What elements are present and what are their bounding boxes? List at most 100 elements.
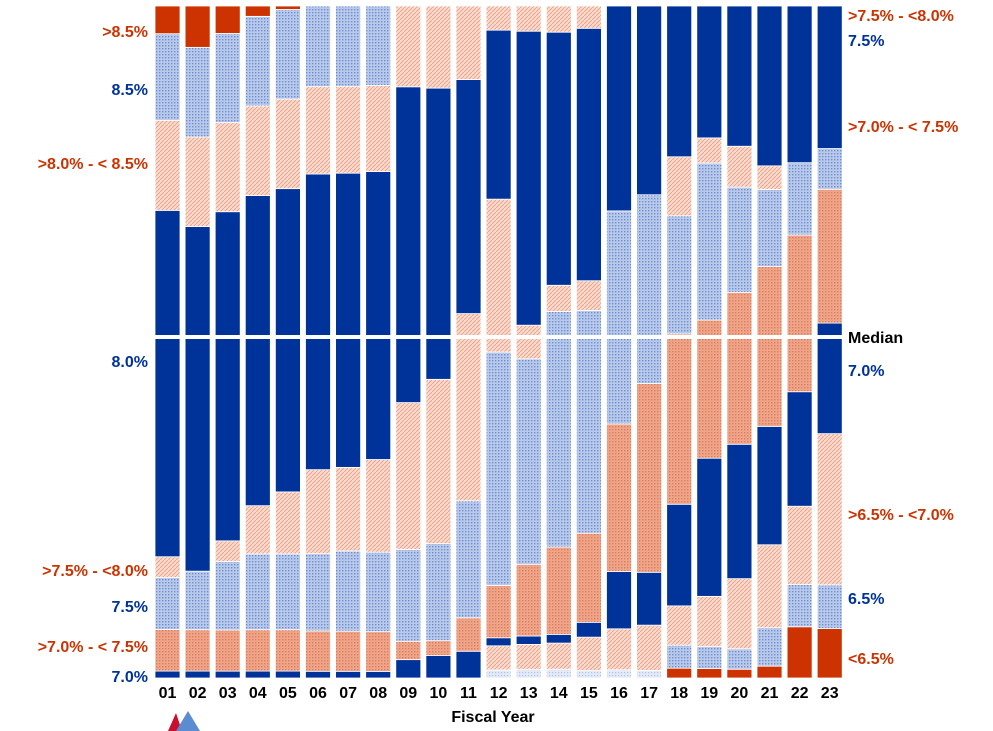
bar-segment-at70-21 [756, 425, 783, 546]
bar-segment-r65-15 [576, 670, 602, 679]
x-tick-10: 10 [430, 685, 448, 702]
bar-segment-r75_80-18 [666, 156, 693, 217]
logo-icon [168, 711, 200, 731]
bar-segment-r80_85-15 [576, 5, 602, 29]
bar-segment-lt65-22 [786, 626, 813, 679]
right-label-lt65: <6.5% [848, 651, 894, 668]
bar-segment-r80_85-04 [244, 105, 271, 196]
bar-segment-at80-14 [545, 31, 572, 286]
bar-segment-r75_80-08 [365, 459, 392, 553]
bar-segment-at70-04 [244, 670, 271, 679]
bar-segment-r65_70-17 [636, 624, 662, 671]
bar-segment-at75-03 [214, 561, 241, 631]
bar-segment-r65_70-19 [696, 595, 723, 647]
bar-segment-r80_85-05 [274, 98, 301, 190]
bar-segment-r70_75-10 [425, 640, 452, 657]
bar-segment-r65_70-16 [606, 628, 632, 671]
bar-segment-at75-18 [666, 215, 693, 335]
bar-segment-at75-07 [335, 550, 362, 632]
left-label-80: 8.0% [112, 354, 148, 371]
bar-segment-r65_70-21 [756, 544, 783, 629]
bar-segment-at80-01 [154, 209, 181, 558]
bar-segment-r65_70-12 [485, 645, 512, 671]
bar-segment-r65-14 [545, 668, 572, 679]
bar-segment-gt85-02 [184, 5, 211, 48]
bar-segment-r70_75-17 [636, 383, 662, 573]
bar-segment-at70-17 [636, 571, 662, 626]
bar-segment-b65-23 [816, 584, 843, 629]
bar-segment-at85-01 [154, 33, 181, 121]
bar-segment-r75_80-04 [244, 505, 271, 555]
bar-segment-lt65-21 [756, 665, 783, 679]
bar-segment-at75-12 [485, 351, 512, 586]
right-label-65-70: >6.5% - <7.0% [848, 507, 954, 524]
bar-segment-at80-11 [455, 79, 482, 314]
bar-segment-r80_85-10 [425, 5, 452, 89]
bar-segment-at80-08 [365, 171, 392, 460]
bar-segment-r65_70-20 [726, 578, 753, 650]
bar-segment-at70-06 [305, 670, 331, 679]
bar-segment-r65_70-22 [786, 505, 813, 585]
left-label-70: 7.0% [112, 669, 148, 686]
bar-segment-at70-09 [395, 659, 422, 679]
bar-segment-at80-20 [726, 5, 753, 147]
bar-segment-at75-02 [184, 570, 211, 631]
bar-segment-r65-17 [636, 670, 662, 679]
bar-segment-r70_75-08 [365, 631, 392, 672]
bar-segment-r75_80-11 [455, 313, 482, 502]
bar-segment-r70_75-02 [184, 629, 211, 672]
bar-segment-r70_75-19 [696, 319, 723, 459]
bar-segment-r80_85-12 [485, 5, 512, 31]
bar-segment-r65_70-15 [576, 636, 602, 671]
bar-segment-at70-08 [365, 670, 392, 679]
x-tick-07: 07 [339, 685, 357, 702]
bar-segment-r65-13 [515, 669, 542, 679]
bar-segment-at70-22 [786, 391, 813, 507]
bar-segment-at75-14 [545, 311, 572, 548]
bar-segment-r75_80-20 [726, 145, 753, 188]
bar-segment-at85-06 [305, 5, 331, 88]
bar-segment-at70-05 [274, 670, 301, 679]
bar-segment-at75-21 [756, 189, 783, 267]
bar-segment-at80-23 [816, 5, 843, 149]
bar-segment-at80-19 [696, 5, 723, 139]
x-tick-18: 18 [670, 685, 688, 702]
bar-segment-r75_80-21 [756, 165, 783, 190]
bar-segment-at70-15 [576, 621, 602, 638]
bar-segment-at70-18 [666, 503, 693, 607]
right-label-65: 6.5% [848, 591, 884, 608]
bar-segment-lt65-20 [726, 668, 753, 679]
bar-segment-r70_75-13 [515, 564, 542, 637]
bars-group [154, 5, 843, 679]
bar-segment-r75_80-03 [214, 540, 241, 562]
bar-segment-at70-01 [154, 670, 181, 679]
x-tick-02: 02 [189, 685, 207, 702]
bar-segment-r70_75-11 [455, 617, 482, 652]
bar-segment-r70_75-12 [485, 585, 512, 639]
x-tick-19: 19 [700, 685, 718, 702]
bar-segment-at80-21 [756, 5, 783, 167]
bar-segment-r75_80-19 [696, 137, 723, 164]
bar-segment-r80_85-07 [335, 85, 362, 174]
bar-segment-at85-04 [244, 15, 271, 107]
bar-segment-r80_85-02 [184, 136, 211, 227]
bar-segment-r75_80-05 [274, 491, 301, 555]
bar-segment-r70_75-22 [786, 234, 813, 393]
bar-segment-r70_75-06 [305, 630, 331, 672]
bar-segment-r70_75-05 [274, 629, 301, 672]
bar-segment-r80_85-08 [365, 85, 392, 172]
right-label-75-80: >7.5% - <8.0% [848, 8, 954, 25]
bar-segment-at75-23 [816, 148, 843, 190]
x-tick-23: 23 [821, 685, 839, 702]
left-label-gt85: >8.5% [102, 24, 148, 41]
x-tick-04: 04 [249, 685, 267, 702]
x-tick-14: 14 [550, 685, 568, 702]
bar-segment-r65_70-14 [545, 642, 572, 670]
x-tick-09: 09 [399, 685, 417, 702]
bar-segment-at80-22 [786, 5, 813, 164]
bar-segment-at70-12 [485, 637, 512, 647]
bar-segment-at75-09 [395, 549, 422, 642]
bar-segment-at75-10 [425, 543, 452, 642]
bar-segment-r70_75-04 [244, 629, 271, 672]
